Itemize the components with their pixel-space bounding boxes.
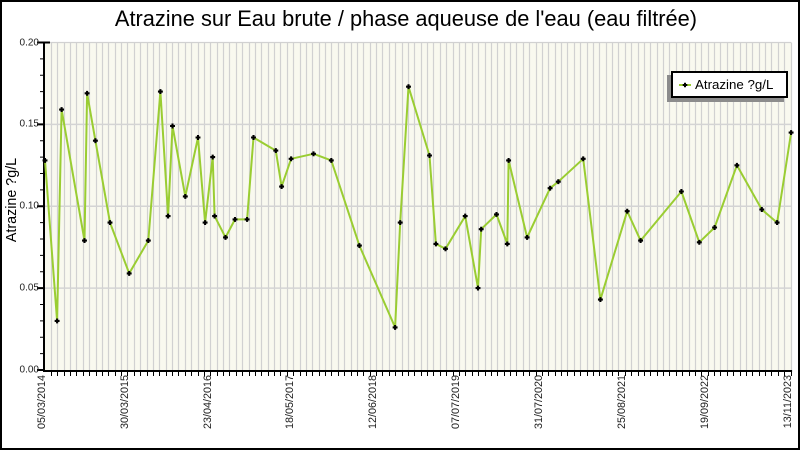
data-point-marker: [126, 270, 132, 276]
data-point-marker: [288, 156, 294, 162]
data-point-marker: [774, 220, 780, 226]
data-point-marker: [356, 243, 362, 249]
x-tick-label: 23/04/2016: [201, 374, 214, 429]
data-point-marker: [712, 225, 718, 230]
legend-marker-icon: [679, 82, 691, 87]
x-tick-label: 18/05/2017: [284, 374, 297, 429]
data-point-marker: [504, 241, 510, 247]
x-tick-label: 19/09/2022: [698, 374, 711, 429]
x-tick-label: 12/06/2018: [367, 374, 380, 429]
data-point-marker: [392, 324, 398, 330]
data-point-marker: [279, 184, 285, 190]
y-tick-label: 0.15: [19, 118, 39, 130]
chart-title: Atrazine sur Eau brute / phase aqueuse d…: [114, 6, 698, 31]
data-point-marker: [182, 193, 188, 199]
data-point-marker: [638, 238, 644, 244]
data-point-marker: [555, 179, 561, 185]
x-tick-label: 05/03/2014: [35, 374, 48, 429]
data-point-marker: [678, 189, 684, 194]
data-point-marker: [195, 135, 201, 140]
x-tick-label: 07/07/2019: [450, 374, 463, 429]
data-point-marker: [788, 130, 794, 136]
data-point-marker: [759, 207, 765, 212]
data-point-marker: [494, 211, 499, 217]
data-point-marker: [478, 226, 484, 232]
y-tick-label: 0.05: [19, 282, 39, 294]
data-point-marker: [462, 213, 468, 219]
data-point-marker: [251, 135, 256, 140]
data-point-marker: [273, 148, 279, 154]
data-point-marker: [210, 154, 216, 160]
x-tick-label: 25/08/2021: [616, 374, 629, 429]
data-point-marker: [165, 213, 171, 219]
data-point-marker: [427, 153, 432, 158]
data-point-marker: [59, 107, 65, 113]
y-tick-label: 0.00: [19, 364, 39, 376]
data-point-marker: [328, 157, 334, 163]
data-point-marker: [311, 151, 316, 157]
data-point-marker: [397, 220, 403, 226]
data-point-marker: [475, 285, 481, 291]
data-point-marker: [223, 234, 228, 240]
data-point-marker: [433, 241, 439, 247]
data-point-marker: [244, 216, 250, 222]
data-point-marker: [406, 84, 411, 90]
data-point-marker: [82, 238, 87, 244]
data-point-marker: [696, 239, 702, 245]
legend: Atrazine ?g/L: [671, 71, 788, 98]
data-point-marker: [42, 157, 48, 163]
data-point-marker: [232, 216, 238, 222]
data-point-marker: [524, 234, 530, 240]
data-point-marker: [54, 318, 60, 324]
data-point-marker: [107, 220, 113, 226]
data-point-marker: [145, 238, 151, 244]
y-tick-label: 0.10: [19, 200, 39, 212]
data-point-marker: [84, 90, 90, 96]
data-point-marker: [443, 246, 448, 252]
x-tick-label: 13/11/2023: [781, 374, 794, 428]
data-point-marker: [157, 89, 163, 95]
data-point-marker: [202, 220, 208, 226]
data-point-marker: [734, 162, 740, 168]
data-point-marker: [212, 213, 218, 219]
y-tick-label: 0.20: [19, 37, 39, 48]
data-point-marker: [170, 123, 175, 129]
x-tick-label: 30/03/2015: [118, 374, 131, 429]
data-point-marker: [506, 157, 512, 163]
data-point-marker: [580, 156, 586, 162]
legend-label: Atrazine ?g/L: [695, 77, 774, 92]
legend-marker-sample: [682, 82, 688, 87]
data-point-marker: [547, 185, 553, 191]
data-point-marker: [624, 208, 630, 214]
x-tick-label: 31/07/2020: [533, 374, 546, 429]
data-point-marker: [92, 138, 98, 144]
data-point-marker: [597, 297, 603, 303]
